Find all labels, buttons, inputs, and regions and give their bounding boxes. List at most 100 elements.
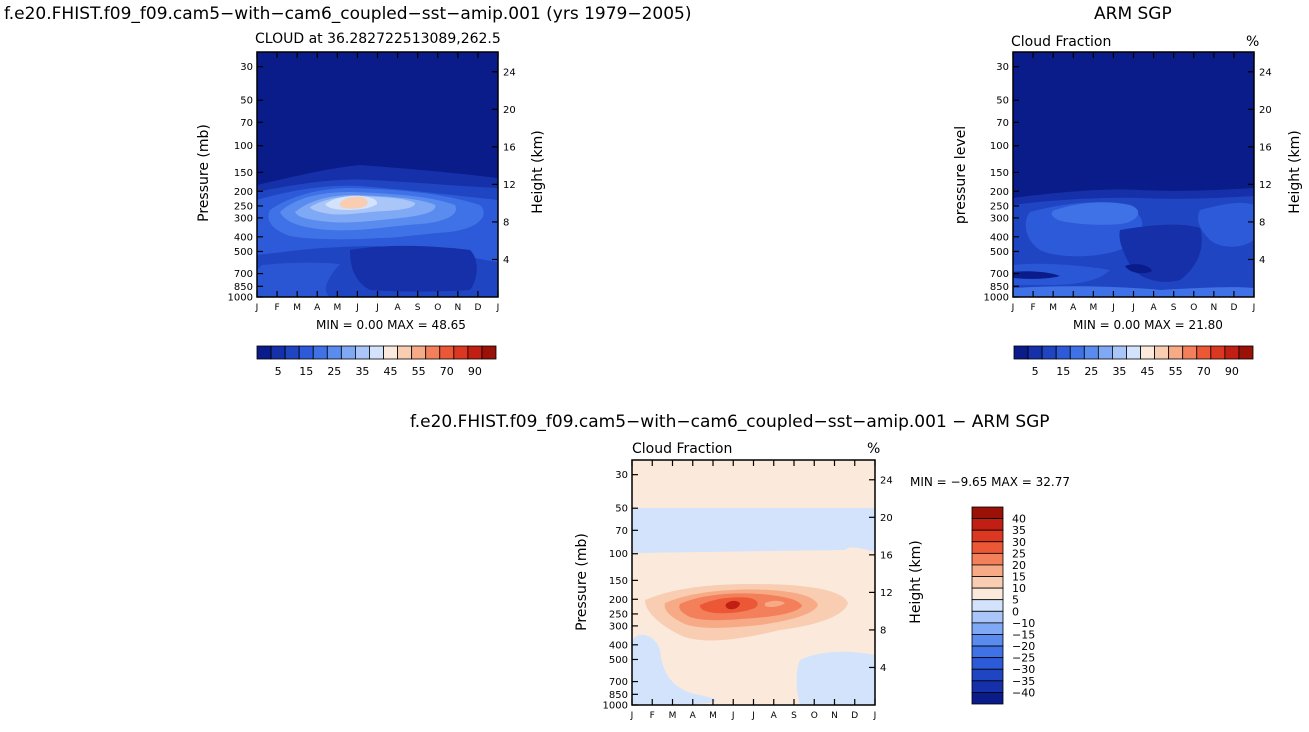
panel-a-colorbar-box [397, 345, 413, 360]
panel-a-colorbar-box [481, 345, 497, 360]
panel-a-colorbar-box [383, 345, 398, 360]
panel-c-y2tick-label: 24 [880, 475, 893, 486]
panel-b-colorbar-box [1154, 345, 1170, 360]
panel-c-ytick-label: 100 [609, 549, 628, 560]
panel-c-ytick-label: 50 [615, 504, 628, 515]
panel-a-xtick-label: A [314, 303, 321, 313]
panel-a-colorbar-box [298, 345, 314, 360]
panel-b-xtick-label: J [1111, 303, 1115, 313]
panel-c-colorbar-label: −35 [1012, 675, 1035, 688]
panel-b-title: ARM SGP [1094, 4, 1172, 24]
panel-c-colorbar-box [971, 668, 1004, 682]
panel-b-xtick-label: N [1210, 303, 1217, 313]
panel-c-colorbar-box [971, 518, 1004, 531]
panel-c-xtick-label: A [771, 711, 778, 721]
panel-c-xtick-label: S [791, 711, 797, 721]
panel-b-colorbar-box [1238, 345, 1254, 360]
panel-a-right-axis-label: Height (km) [530, 130, 546, 214]
panel-b-colorbar-label: 5 [1032, 365, 1039, 378]
panel-b-colorbar-label: 70 [1197, 365, 1211, 378]
panel-c-colorbar-label: 15 [1012, 571, 1026, 584]
panel-b-ytick-label: 150 [990, 168, 1009, 179]
panel-b-y2tick-label: 24 [1259, 67, 1272, 78]
panel-a-xtick-label: J [496, 303, 500, 313]
panel-b-colorbar-box [1196, 345, 1212, 360]
panel-c-ytick-label: 150 [609, 576, 628, 587]
panel-b-xtick-label: A [1070, 303, 1077, 313]
panel-a-xtick-label: O [434, 303, 441, 313]
panel-b-left-title: Cloud Fraction [1011, 34, 1112, 50]
panel-b-colorbar-label: 25 [1084, 365, 1098, 378]
panel-b-xtick-label: D [1230, 303, 1237, 313]
panel-c-colorbar-box [971, 645, 1004, 659]
panel-c-colorbar-box [971, 552, 1004, 566]
panel-a-contours [257, 52, 498, 297]
panel-a-stats: MIN = 0.00 MAX = 48.65 [316, 318, 466, 332]
panel-c-colorbar-box [971, 680, 1004, 693]
panel-b-stats: MIN = 0.00 MAX = 21.80 [1073, 318, 1223, 332]
panel-b-xtick-label: M [1049, 303, 1057, 313]
panel-a-xtick-label: S [415, 303, 421, 313]
panel-c-ytick-label: 850 [609, 690, 628, 701]
panel-c-xtick-label: N [831, 711, 838, 721]
panel-a-ytick-label: 200 [234, 187, 253, 198]
panel-b-ytick-label: 200 [990, 187, 1009, 198]
panel-a-y2tick-label: 12 [503, 180, 516, 191]
panel-c-y2tick-label: 16 [880, 550, 893, 561]
panel-a-colorbar-label: 15 [299, 365, 313, 378]
panel-a-xtick-label: M [293, 303, 301, 313]
panel-a-y2tick-label: 20 [503, 105, 516, 116]
panel-b-left-axis-label: pressure level [953, 125, 969, 225]
panel-c-colorbar-box [971, 541, 1004, 554]
panel-a-colorbar-box [355, 345, 370, 360]
panel-b-colorbar-label: 15 [1056, 365, 1070, 378]
panel-a-ytick-label: 400 [234, 232, 253, 243]
panel-b-ytick-label: 400 [990, 232, 1009, 243]
panel-c-colorbar-label: −10 [1012, 617, 1035, 630]
panel-b-ytick-label: 250 [990, 201, 1009, 212]
panel-c-contours [632, 460, 875, 705]
panel-a-colorbar-label: 5 [275, 365, 282, 378]
panel-c-colorbar-box [971, 610, 1004, 624]
panel-c-y2tick-label: 8 [880, 625, 886, 636]
panel-a-xtick-label: J [375, 303, 379, 313]
panel-a-colorbar-label: 55 [412, 365, 426, 378]
panel-a-colorbar-label: 70 [440, 365, 454, 378]
panel-c-colorbar-box [971, 506, 1004, 519]
panel-c-title: f.e20.FHIST.f09_f09.cam5−with−cam6_coupl… [410, 412, 1050, 432]
panel-b-ytick-label: 1000 [984, 293, 1009, 304]
panel-a-xtick-label: M [333, 303, 341, 313]
panel-a-colorbar-box [256, 345, 272, 360]
panel-b-colorbar-box [1210, 345, 1226, 360]
panel-a-left-axis-label: Pressure (mb) [196, 124, 212, 222]
panel-a-ytick-label: 100 [234, 141, 253, 152]
panel-c-colorbar-box [971, 657, 1004, 670]
panel-c-ytick-label: 70 [615, 526, 628, 537]
panel-b-colorbar-box [1168, 345, 1184, 360]
panel-c-colorbar-label: −20 [1012, 640, 1035, 653]
panel-a-colorbar-box [411, 345, 427, 360]
panel-a-ytick-label: 70 [240, 118, 253, 129]
panel-a-ytick-label: 50 [240, 96, 253, 107]
panel-b-xtick-label: F [1030, 303, 1035, 313]
panel-c-colorbar-label: 25 [1012, 547, 1026, 560]
panel-a-colorbar-box [340, 345, 356, 360]
panel-b-colorbar-label: 55 [1169, 365, 1183, 378]
panel-a-ytick-label: 30 [240, 62, 253, 73]
panel-c-ytick-label: 1000 [603, 701, 628, 712]
panel-c-xtick-label: M [669, 711, 677, 721]
panel-b-right-axis-label: Height (km) [1287, 130, 1303, 214]
panel-c-xtick-label: J [751, 711, 755, 721]
panel-c-ytick-label: 400 [609, 640, 628, 651]
panel-c-colorbar-box [971, 587, 1004, 601]
panel-c-y2tick-label: 20 [880, 513, 893, 524]
panel-c-xtick-label: J [731, 711, 735, 721]
panel-a-xtick-label: J [355, 303, 359, 313]
panel-b-ytick-label: 30 [996, 62, 1009, 73]
panel-c-right-axis-label: Height (km) [908, 540, 924, 624]
panel-b-colorbar-box [1069, 345, 1085, 360]
panel-b-y2tick-label: 4 [1259, 255, 1265, 266]
panel-c-colorbar-label: −25 [1012, 652, 1035, 665]
panel-b-ytick-label: 700 [990, 269, 1009, 280]
